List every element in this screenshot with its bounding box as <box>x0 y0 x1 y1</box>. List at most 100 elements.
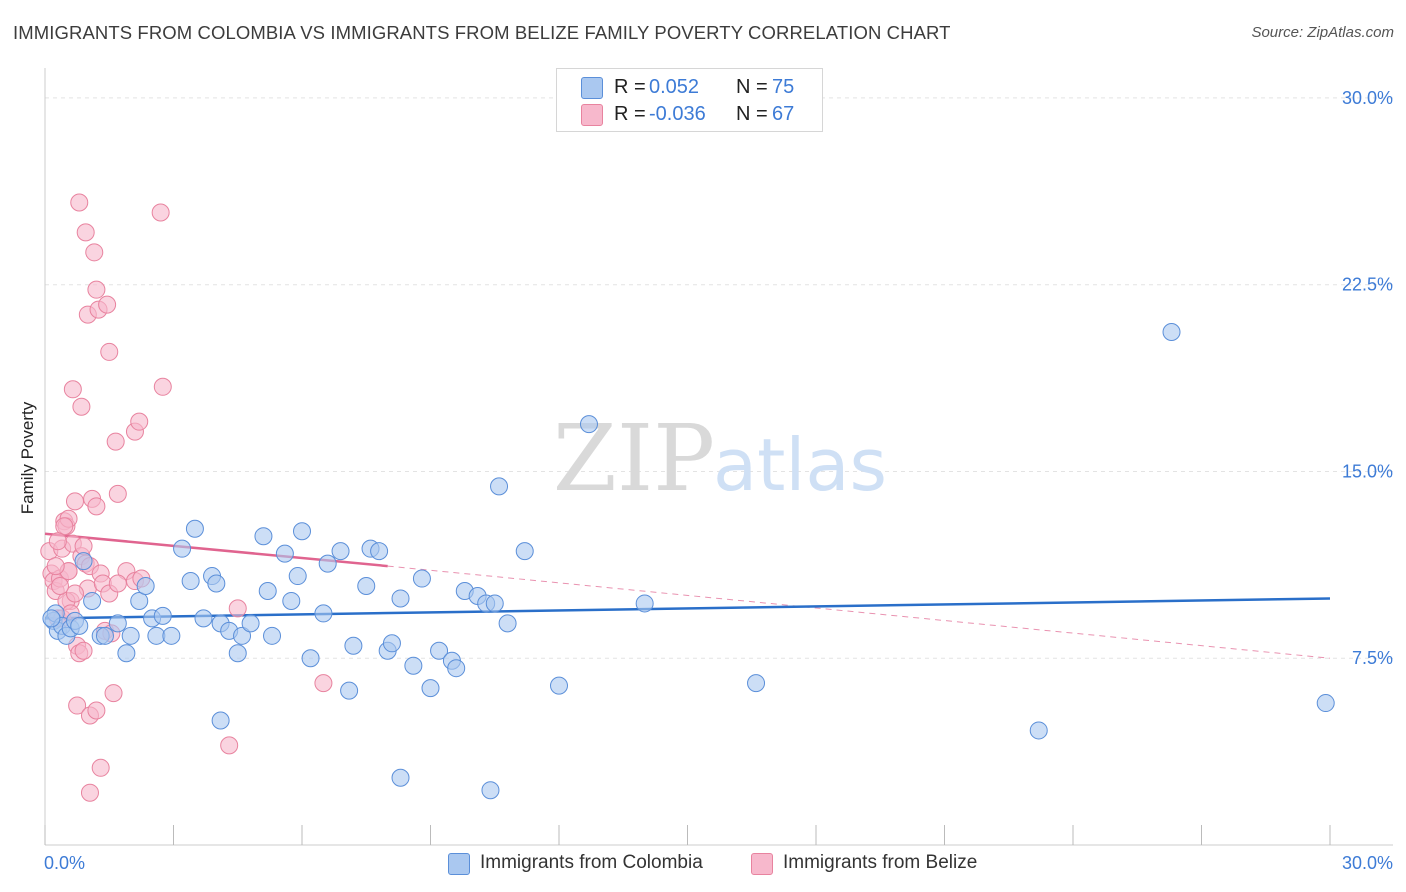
belize-point <box>65 584 84 603</box>
colombia-point <box>331 542 350 561</box>
colombia-swatch <box>581 77 603 99</box>
colombia-point <box>293 522 311 541</box>
colombia-point <box>121 626 140 645</box>
colombia-point <box>391 589 410 608</box>
belize-point <box>220 736 239 755</box>
colombia-point <box>70 616 89 635</box>
y-tick-label: 30.0% <box>1342 88 1393 108</box>
x-tick-label: 30.0% <box>1342 853 1393 873</box>
colombia-point <box>370 542 389 561</box>
n-label: N = <box>736 76 768 98</box>
colombia-point <box>130 591 149 610</box>
y-tick-label: 15.0% <box>1342 461 1393 481</box>
series-colombia <box>42 323 1335 800</box>
colombia-point <box>254 527 273 546</box>
stats-row-belize: R = -0.036 N = 67 <box>557 101 822 127</box>
colombia-point <box>421 679 440 698</box>
series-legend: Immigrants from Colombia Immigrants from… <box>0 852 1406 878</box>
colombia-point <box>391 768 410 787</box>
colombia-point <box>153 606 172 625</box>
belize-point <box>98 295 117 314</box>
belize-point <box>63 380 82 399</box>
watermark-zip: ZIP <box>553 405 715 512</box>
r-value: 0.052 <box>649 76 700 98</box>
colombia-point <box>147 626 166 645</box>
source-label: Source: ZipAtlas.com <box>1251 24 1394 41</box>
belize-point <box>74 641 93 660</box>
watermark-atlas: atlas <box>713 423 887 507</box>
colombia-point <box>275 544 294 563</box>
belize-point <box>87 280 106 299</box>
colombia-point <box>550 676 568 695</box>
colombia-point <box>288 567 307 586</box>
chart-title: IMMIGRANTS FROM COLOMBIA VS IMMIGRANTS F… <box>13 22 951 43</box>
belize-point <box>76 223 95 242</box>
colombia-point <box>301 649 320 668</box>
belize-point <box>65 492 84 511</box>
x-tick-label: 0.0% <box>44 853 85 873</box>
belize-point <box>85 243 104 262</box>
belize-point <box>55 517 74 536</box>
y-axis-label: Family Poverty <box>18 401 37 515</box>
colombia-point <box>357 577 376 596</box>
colombia-point <box>1029 721 1048 740</box>
belize-trend-extension <box>387 565 1331 659</box>
colombia-point <box>211 711 230 730</box>
y-tick-label: 22.5% <box>1342 275 1393 295</box>
stats-row-colombia: R = 0.052 N = 75 <box>557 74 822 100</box>
colombia-point <box>447 659 466 678</box>
colombia-point <box>282 591 301 610</box>
axes <box>44 68 1393 846</box>
colombia-point <box>108 614 127 633</box>
belize-point <box>87 701 106 720</box>
colombia-point <box>485 594 504 613</box>
r-value: -0.036 <box>649 103 706 125</box>
belize-swatch <box>751 853 773 875</box>
colombia-point <box>515 542 534 561</box>
belize-point <box>68 696 87 715</box>
colombia-point <box>404 656 423 675</box>
colombia-point <box>340 681 359 700</box>
colombia-point <box>1162 323 1181 342</box>
belize-point <box>72 397 91 416</box>
n-label: N = <box>736 103 768 125</box>
colombia-point <box>1316 694 1335 713</box>
colombia-point <box>498 614 517 633</box>
colombia-point <box>314 604 333 623</box>
stats-legend: R = 0.052 N = 75 R = -0.036 N = 67 <box>556 68 823 132</box>
colombia-point <box>382 634 401 653</box>
belize-point <box>100 342 119 361</box>
colombia-point <box>430 641 449 660</box>
belize-point <box>48 532 67 551</box>
colombia-point <box>162 626 181 645</box>
belize-point <box>80 783 99 802</box>
belize-point <box>70 193 89 212</box>
colombia-point <box>258 581 277 600</box>
colombia-point <box>490 477 509 496</box>
y-tick-label: 7.5% <box>1352 648 1393 668</box>
belize-point <box>50 577 69 596</box>
r-label: R = <box>614 76 646 98</box>
colombia-point <box>194 609 213 628</box>
colombia-point <box>747 674 766 693</box>
belize-point <box>108 484 127 503</box>
colombia-point <box>344 636 363 655</box>
belize-point <box>91 758 110 777</box>
colombia-point <box>579 415 598 434</box>
colombia-point <box>185 519 204 538</box>
n-value: 67 <box>772 103 795 125</box>
n-value: 75 <box>772 76 795 98</box>
belize-point <box>228 599 247 618</box>
belize-point <box>130 412 149 431</box>
colombia-swatch <box>448 853 470 875</box>
belize-point <box>108 574 127 593</box>
colombia-point <box>318 554 337 573</box>
legend-label: Immigrants from Colombia <box>480 852 703 873</box>
colombia-point <box>173 539 192 558</box>
colombia-point <box>74 552 93 571</box>
colombia-point <box>228 644 247 663</box>
colombia-point <box>207 574 226 593</box>
belize-point <box>153 377 172 396</box>
colombia-point <box>136 577 155 596</box>
